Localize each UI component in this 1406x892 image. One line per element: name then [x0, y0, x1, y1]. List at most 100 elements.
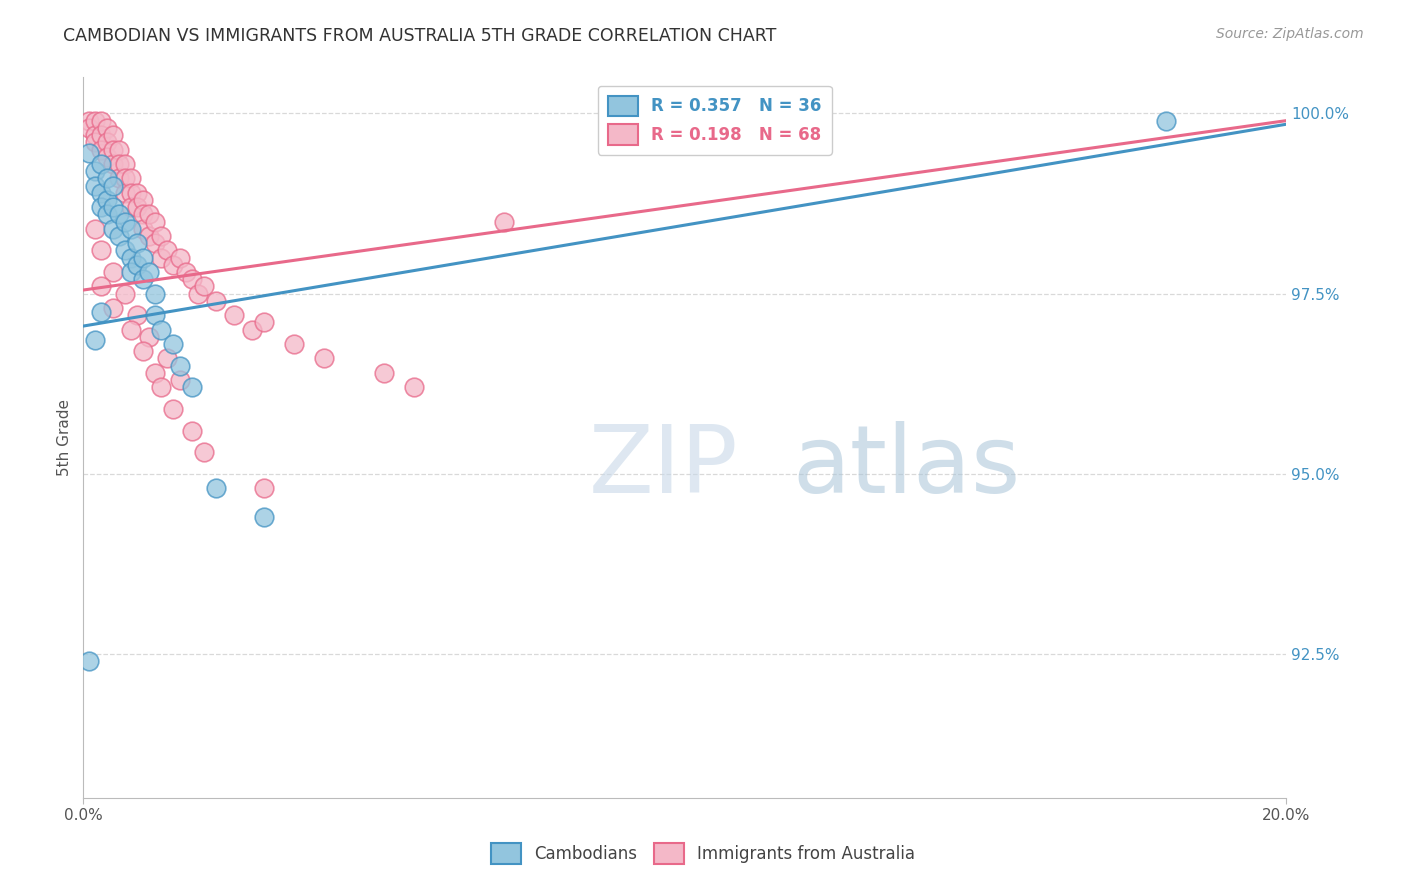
Point — [96, 193, 118, 207]
Legend: R = 0.357   N = 36, R = 0.198   N = 68: R = 0.357 N = 36, R = 0.198 N = 68 — [598, 86, 831, 155]
Point — [114, 286, 136, 301]
Point — [84, 178, 107, 193]
Point — [145, 366, 167, 380]
Point — [132, 207, 155, 221]
Point — [494, 214, 516, 228]
Point — [127, 308, 149, 322]
Point — [114, 244, 136, 258]
Point — [96, 150, 118, 164]
Point — [79, 113, 101, 128]
Point — [103, 301, 125, 315]
Point — [120, 265, 142, 279]
Point — [90, 143, 112, 157]
Point — [90, 157, 112, 171]
Point — [169, 251, 191, 265]
Point — [253, 481, 276, 495]
Point — [108, 143, 131, 157]
Point — [103, 128, 125, 142]
Point — [132, 221, 155, 235]
Point — [96, 136, 118, 150]
Point — [84, 164, 107, 178]
Point — [145, 286, 167, 301]
Point — [162, 337, 184, 351]
Point — [222, 308, 245, 322]
Point — [96, 207, 118, 221]
Point — [150, 251, 173, 265]
Point — [108, 157, 131, 171]
Point — [193, 279, 215, 293]
Point — [240, 323, 263, 337]
Point — [90, 113, 112, 128]
Point — [108, 171, 131, 186]
Point — [127, 236, 149, 251]
Point — [120, 251, 142, 265]
Point — [120, 171, 142, 186]
Point — [79, 654, 101, 668]
Point — [150, 323, 173, 337]
Point — [84, 128, 107, 142]
Text: atlas: atlas — [793, 420, 1021, 513]
Point — [193, 445, 215, 459]
Point — [114, 186, 136, 200]
Point — [108, 207, 131, 221]
Point — [90, 200, 112, 214]
Point — [90, 186, 112, 200]
Point — [169, 373, 191, 387]
Point — [145, 214, 167, 228]
Point — [127, 200, 149, 214]
Point — [103, 143, 125, 157]
Text: CAMBODIAN VS IMMIGRANTS FROM AUSTRALIA 5TH GRADE CORRELATION CHART: CAMBODIAN VS IMMIGRANTS FROM AUSTRALIA 5… — [63, 27, 776, 45]
Point — [174, 265, 197, 279]
Point — [402, 380, 425, 394]
Point — [150, 229, 173, 244]
Point — [103, 178, 125, 193]
Point — [138, 207, 160, 221]
Point — [90, 279, 112, 293]
Point — [150, 380, 173, 394]
Point — [127, 186, 149, 200]
Point — [79, 146, 101, 161]
Point — [120, 200, 142, 214]
Point — [204, 481, 226, 495]
Point — [373, 366, 395, 380]
Point — [132, 344, 155, 359]
Point — [103, 265, 125, 279]
Point — [114, 214, 136, 228]
Point — [162, 401, 184, 416]
Point — [180, 424, 202, 438]
Point — [312, 351, 335, 366]
Point — [180, 380, 202, 394]
Point — [138, 229, 160, 244]
Point — [156, 244, 179, 258]
Point — [90, 304, 112, 318]
Point — [1154, 113, 1177, 128]
Point — [103, 200, 125, 214]
Point — [169, 359, 191, 373]
Point — [84, 113, 107, 128]
Point — [156, 351, 179, 366]
Point — [120, 221, 142, 235]
Point — [138, 265, 160, 279]
Point — [120, 323, 142, 337]
Point — [145, 308, 167, 322]
Point — [96, 171, 118, 186]
Point — [79, 120, 101, 135]
Point — [253, 510, 276, 524]
Point — [162, 258, 184, 272]
Point — [132, 193, 155, 207]
Text: ZIP: ZIP — [589, 420, 738, 513]
Point — [103, 221, 125, 235]
Legend: Cambodians, Immigrants from Australia: Cambodians, Immigrants from Australia — [484, 837, 922, 871]
Point — [90, 128, 112, 142]
Point — [114, 171, 136, 186]
Y-axis label: 5th Grade: 5th Grade — [58, 400, 72, 476]
Point — [114, 157, 136, 171]
Point — [187, 286, 209, 301]
Point — [108, 229, 131, 244]
Point — [204, 293, 226, 308]
Point — [84, 334, 107, 348]
Point — [96, 120, 118, 135]
Point — [103, 157, 125, 171]
Point — [132, 251, 155, 265]
Point — [138, 330, 160, 344]
